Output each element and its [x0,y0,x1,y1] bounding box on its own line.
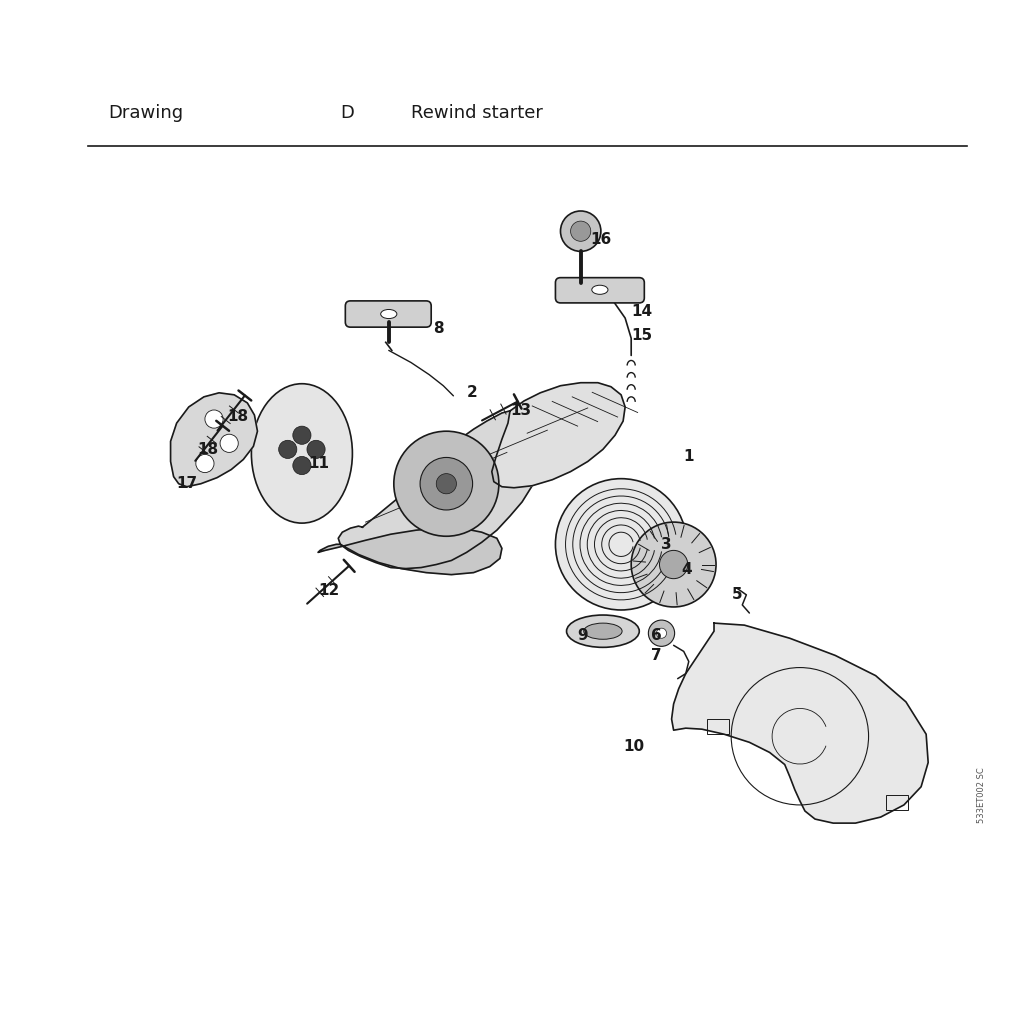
Text: 6: 6 [651,628,663,643]
Text: 17: 17 [177,476,198,492]
Text: 18: 18 [227,409,248,424]
Text: 15: 15 [631,328,652,343]
Circle shape [631,522,716,607]
Bar [707,719,729,734]
Text: Drawing: Drawing [108,104,183,122]
Circle shape [555,478,687,610]
Text: 7: 7 [651,648,663,663]
Circle shape [196,455,214,473]
Text: 10: 10 [624,739,644,754]
Bar [886,795,908,810]
Text: D: D [340,104,354,122]
Polygon shape [338,407,554,568]
Circle shape [420,458,473,510]
Text: 8: 8 [433,321,443,336]
Circle shape [436,474,457,494]
Circle shape [293,457,311,475]
Text: 4: 4 [682,562,692,578]
Text: 11: 11 [308,456,329,471]
Circle shape [279,440,297,459]
Polygon shape [672,624,928,823]
Circle shape [220,434,239,453]
Polygon shape [171,393,257,486]
Ellipse shape [381,309,397,318]
Text: 18: 18 [197,442,218,457]
Circle shape [570,221,591,242]
Circle shape [648,621,675,646]
Text: 2: 2 [467,385,477,400]
Text: 5: 5 [732,588,742,602]
Polygon shape [318,528,502,574]
Text: 16: 16 [591,231,612,247]
FancyBboxPatch shape [345,301,431,327]
Text: 3: 3 [662,537,672,552]
FancyBboxPatch shape [555,278,644,303]
Ellipse shape [592,286,608,294]
Polygon shape [492,383,625,487]
Ellipse shape [566,615,639,647]
Circle shape [205,410,223,428]
Text: 1: 1 [684,449,694,464]
Ellipse shape [251,384,352,523]
Text: 533ET002 SC: 533ET002 SC [977,767,986,822]
Text: 14: 14 [631,304,652,319]
Ellipse shape [584,624,623,639]
Circle shape [659,550,688,579]
Circle shape [656,628,667,638]
Circle shape [560,211,601,251]
Circle shape [394,431,499,537]
Text: 12: 12 [318,584,339,598]
Circle shape [293,426,311,444]
Circle shape [307,440,326,459]
Text: 9: 9 [578,628,588,643]
Text: Rewind starter: Rewind starter [411,104,543,122]
Text: 13: 13 [510,403,531,419]
